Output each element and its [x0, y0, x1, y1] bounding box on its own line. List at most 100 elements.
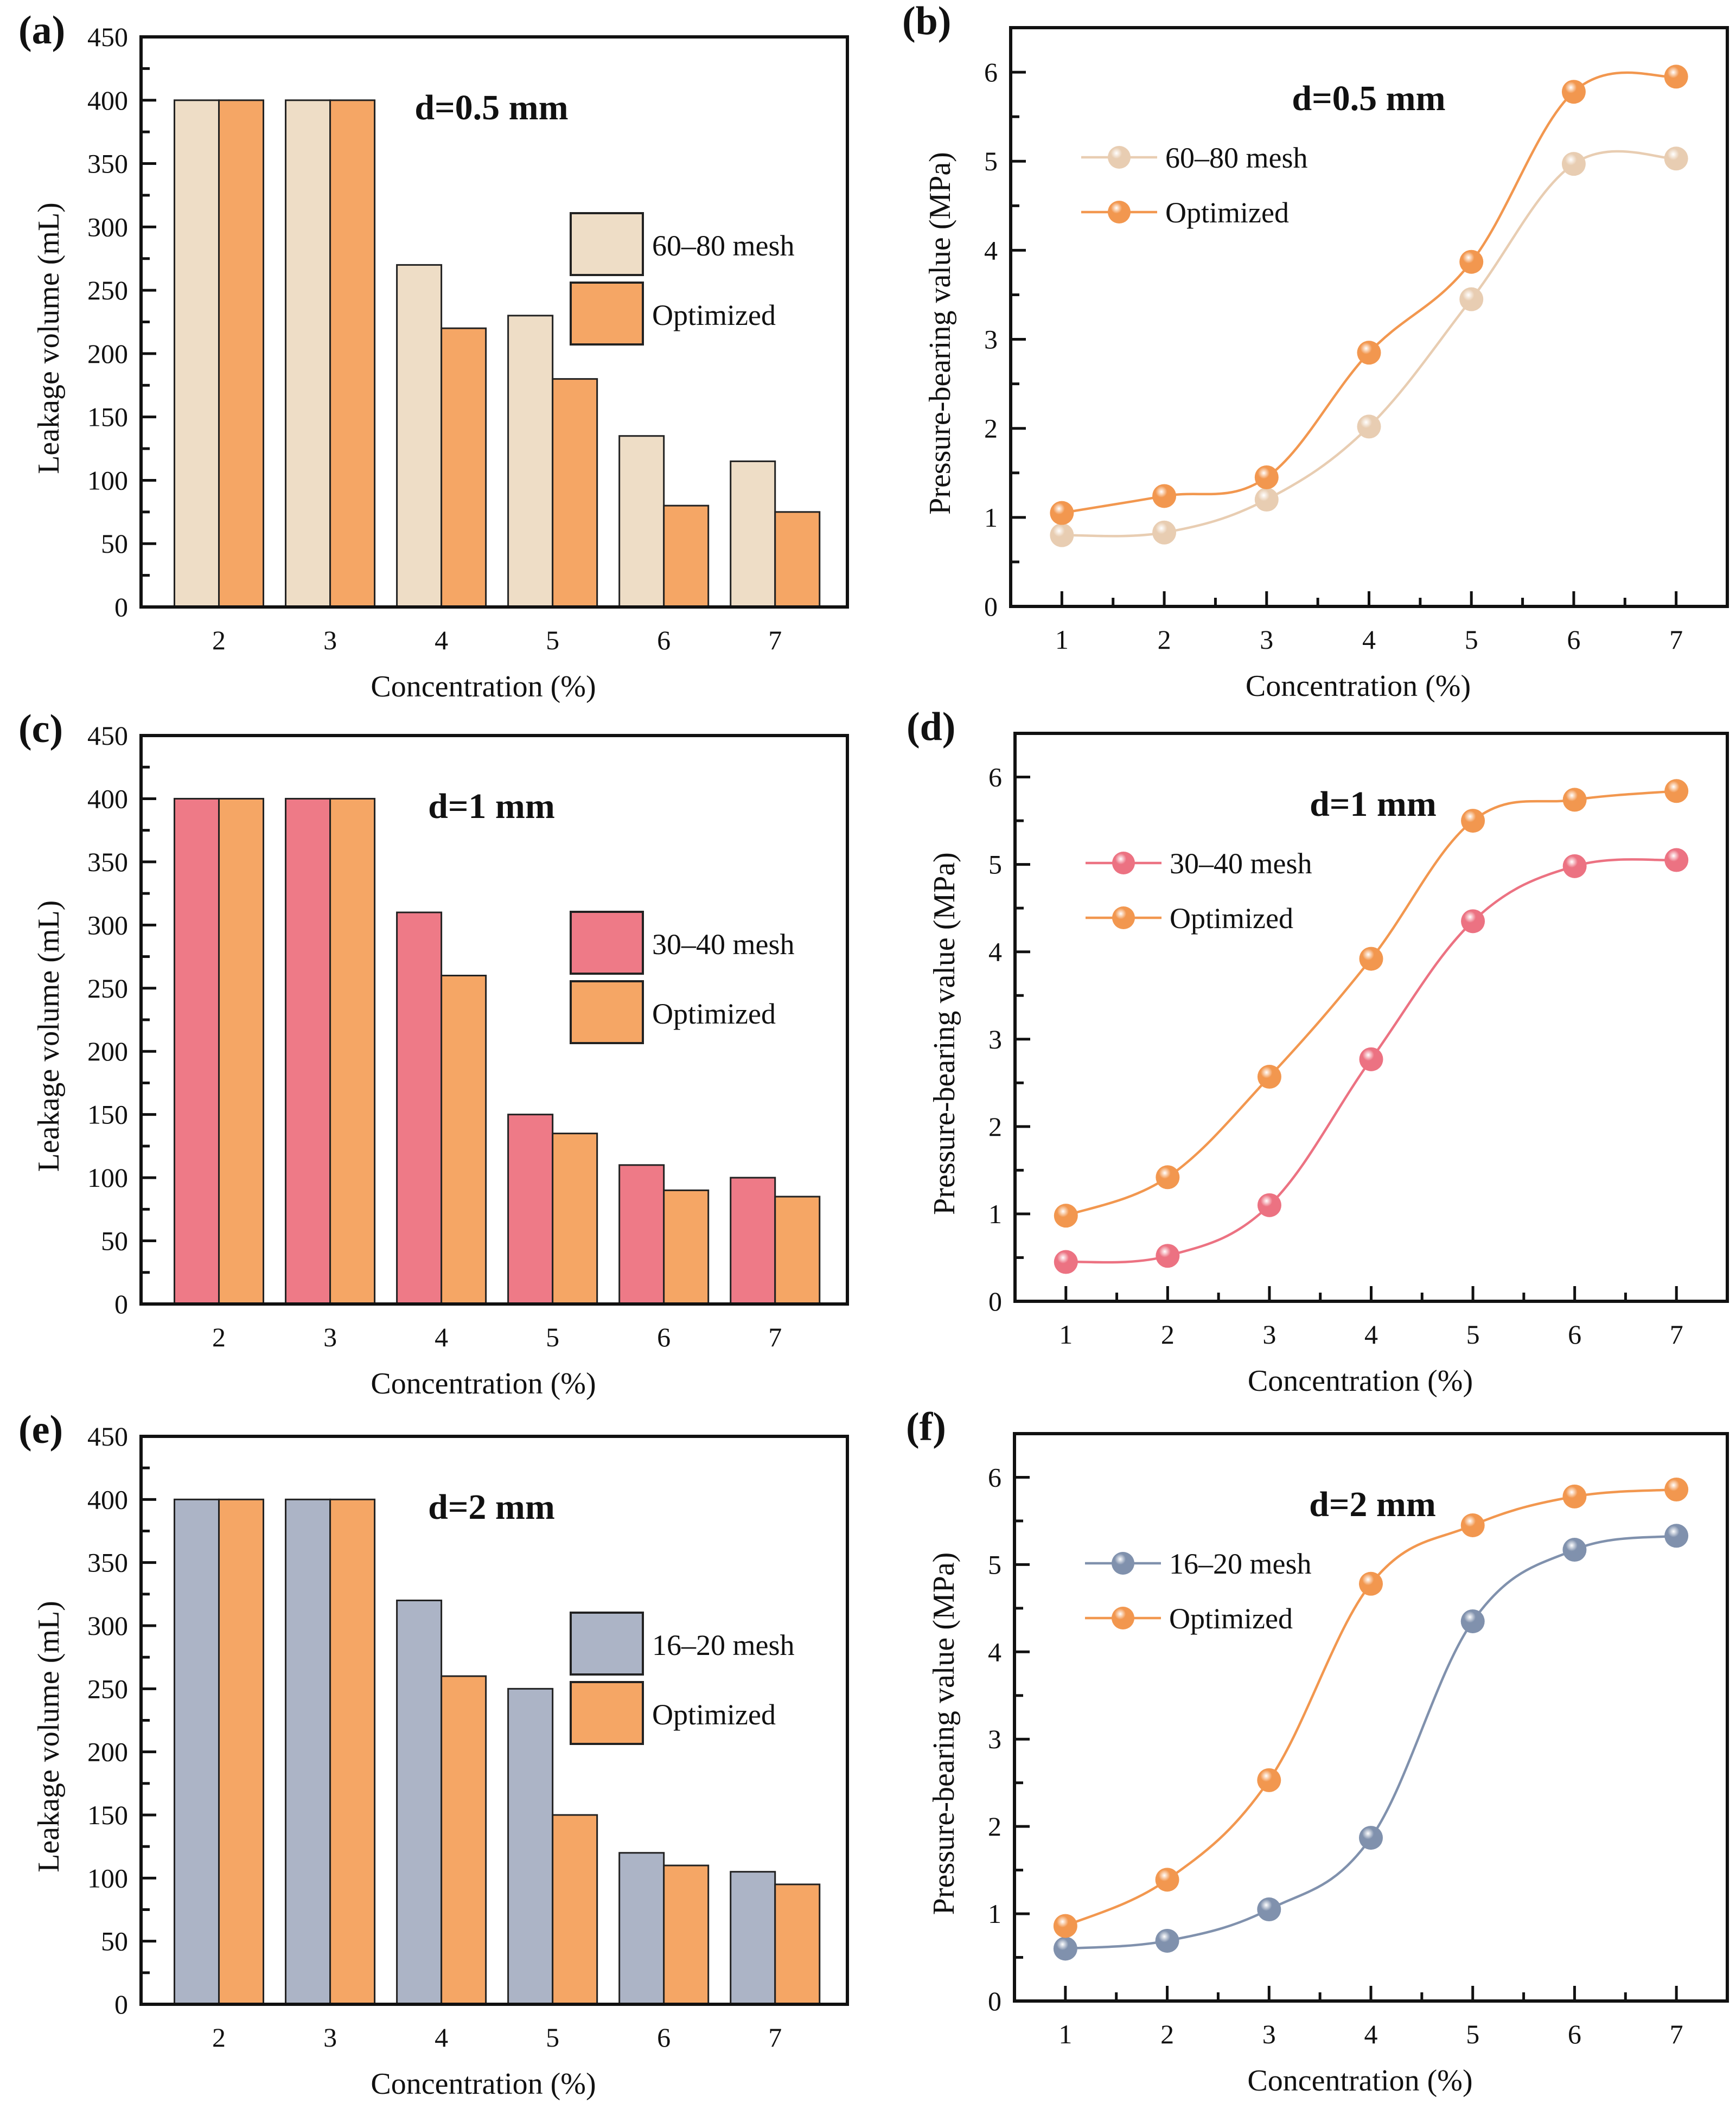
- bar-c-mesh-3: [285, 797, 331, 1305]
- legend-marker: [1108, 201, 1131, 223]
- x-tick-label: 3: [323, 625, 337, 655]
- point-f-mesh-6: [1562, 1538, 1587, 1562]
- y-axis-label: Leakage volume (mL): [32, 202, 66, 474]
- x-tick-label: 5: [546, 1322, 559, 1352]
- point-b-optimized-5: [1459, 250, 1484, 274]
- y-tick-label: 200: [87, 1737, 128, 1767]
- legend-swatch: [570, 980, 644, 1044]
- x-tick-label: 7: [1670, 1319, 1683, 1350]
- y-tick-label: 0: [988, 1986, 1001, 2016]
- point-b-mesh-7: [1664, 146, 1688, 171]
- bar-a-optimized-2: [218, 99, 265, 608]
- bar-c-optimized-6: [663, 1189, 710, 1305]
- y-tick-label: 250: [87, 1673, 128, 1704]
- point-f-optimized-5: [1460, 1513, 1485, 1537]
- point-d-optimized-5: [1461, 809, 1485, 833]
- bar-c-mesh-6: [618, 1164, 665, 1305]
- curve-d-optimized: [1065, 790, 1677, 1217]
- y-tick-label: 0: [114, 1989, 128, 2019]
- y-tick-label: 3: [988, 1024, 1002, 1054]
- y-tick-label: 1: [988, 1899, 1001, 1929]
- y-tick-label: 5: [984, 146, 998, 176]
- point-d-mesh-3: [1257, 1193, 1281, 1217]
- legend-label: 60–80 mesh: [1165, 142, 1308, 174]
- x-tick-label: 6: [657, 2022, 671, 2053]
- y-tick-label: 3: [984, 324, 998, 355]
- bar-e-optimized-2: [218, 1498, 265, 2005]
- y-tick-label: 150: [87, 1800, 128, 1830]
- x-tick-label: 7: [1669, 624, 1683, 655]
- y-tick-label: 50: [101, 1226, 128, 1256]
- panel-e: 0 50 100 150 200 250 300 350 400 450 2 3 4 5 6 7 Concent…: [18, 1408, 849, 2101]
- y-tick-label: 0: [114, 592, 128, 622]
- x-tick-label: 2: [212, 625, 226, 655]
- point-d-mesh-4: [1359, 1047, 1383, 1071]
- legend-label: 30–40 mesh: [1170, 847, 1312, 880]
- x-tick-label: 4: [1364, 2019, 1378, 2049]
- bar-a-optimized-5: [552, 378, 598, 608]
- panel-tag: (c): [18, 707, 63, 751]
- point-d-optimized-1: [1054, 1204, 1078, 1228]
- y-tick-label: 200: [87, 338, 128, 369]
- bar-a-mesh-7: [730, 460, 776, 608]
- bar-e-mesh-2: [174, 1498, 220, 2005]
- x-tick-label: 6: [657, 625, 671, 655]
- point-d-optimized-4: [1359, 947, 1383, 971]
- point-d-optimized-6: [1562, 788, 1587, 812]
- x-tick-label: 3: [1262, 1319, 1276, 1350]
- y-axis-label: Pressure-bearing value (MPa): [928, 852, 961, 1215]
- bar-a-mesh-2: [174, 99, 220, 608]
- bar-e-mesh-3: [285, 1498, 331, 2005]
- point-b-mesh-5: [1459, 287, 1484, 311]
- bar-a-optimized-3: [329, 99, 376, 608]
- x-axis-label: Concentration (%): [1247, 2064, 1472, 2098]
- x-tick-label: 5: [1466, 2019, 1479, 2049]
- x-tick-label: 2: [1158, 624, 1171, 655]
- y-tick-label: 300: [87, 212, 128, 242]
- point-f-mesh-1: [1053, 1936, 1077, 1961]
- y-tick-label: 200: [87, 1036, 128, 1066]
- x-tick-label: 5: [546, 625, 559, 655]
- point-d-mesh-5: [1461, 909, 1485, 934]
- y-tick-label: 6: [988, 762, 1002, 792]
- y-tick-label: 350: [87, 1548, 128, 1578]
- bar-e-mesh-5: [507, 1687, 554, 2005]
- legend-marker: [1108, 146, 1131, 169]
- y-tick-label: 100: [87, 1162, 128, 1193]
- x-axis-label: Concentration (%): [1248, 1364, 1473, 1398]
- panel-c: 0 50 100 150 200 250 300 350 400 450 2 3 4 5 6 7 Concent…: [18, 707, 849, 1401]
- y-tick-label: 250: [87, 275, 128, 305]
- legend-swatch: [570, 1681, 644, 1745]
- x-tick-label: 7: [1670, 2019, 1683, 2049]
- x-tick-label: 3: [1262, 2019, 1276, 2049]
- legend-label: Optimized: [652, 1698, 776, 1731]
- point-f-optimized-6: [1562, 1484, 1587, 1508]
- y-tick-label: 350: [87, 847, 128, 877]
- bar-a-optimized-7: [774, 511, 821, 608]
- x-tick-label: 6: [1568, 1319, 1581, 1350]
- y-tick-label: 6: [984, 57, 998, 87]
- y-tick-label: 450: [87, 1421, 128, 1452]
- point-f-mesh-5: [1460, 1609, 1485, 1633]
- x-tick-label: 1: [1058, 2019, 1072, 2049]
- y-tick-label: 300: [87, 1610, 128, 1641]
- y-tick-label: 50: [101, 528, 128, 559]
- x-tick-label: 2: [212, 2022, 226, 2053]
- legend-label: Optimized: [1169, 1602, 1293, 1635]
- y-tick-label: 5: [988, 1549, 1001, 1580]
- point-f-optimized-3: [1257, 1768, 1281, 1792]
- y-axis-label: Pressure-bearing value (MPa): [923, 152, 957, 515]
- bar-e-optimized-7: [774, 1883, 821, 2005]
- point-f-mesh-7: [1664, 1524, 1689, 1548]
- x-tick-label: 4: [1364, 1319, 1378, 1350]
- x-tick-label: 5: [546, 2022, 559, 2053]
- point-d-optimized-7: [1664, 779, 1689, 803]
- bar-a-optimized-4: [441, 327, 487, 608]
- curve-b-optimized: [1061, 71, 1676, 514]
- x-tick-label: 5: [1466, 1319, 1480, 1350]
- legend: 16–20 mesh Optimized: [1085, 1548, 1312, 1635]
- x-tick-label: 5: [1465, 624, 1478, 655]
- bar-c-mesh-4: [396, 911, 443, 1305]
- y-tick-label: 400: [87, 85, 128, 116]
- y-tick-label: 2: [988, 1111, 1002, 1142]
